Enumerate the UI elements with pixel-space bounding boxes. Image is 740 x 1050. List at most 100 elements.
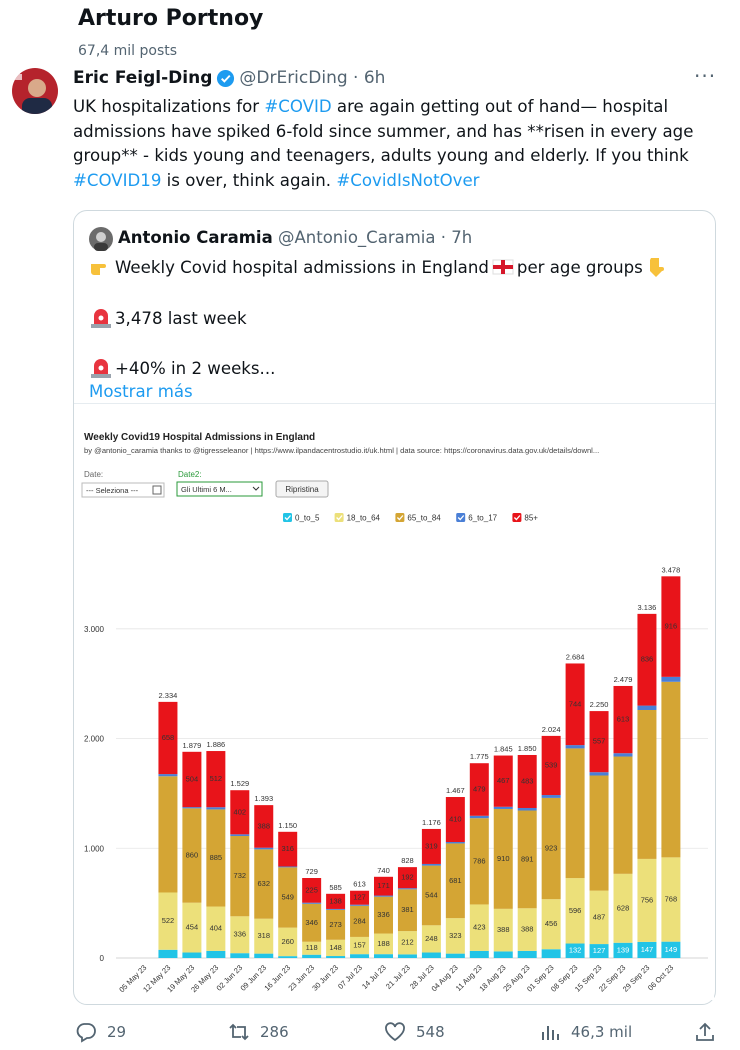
bar-segment xyxy=(206,807,226,810)
segment-label: 744 xyxy=(569,699,582,708)
legend-label: 18_to_64 xyxy=(347,514,381,523)
text: Weekly Covid hospital admissions in Engl… xyxy=(115,257,489,277)
bar-segment xyxy=(589,772,609,776)
repost-icon xyxy=(229,1023,249,1041)
tweet-header: Eric Feigl-Ding @DrEricDing · 6h xyxy=(73,68,385,88)
segment-label: 522 xyxy=(162,916,175,925)
bar-segment xyxy=(541,735,561,796)
control-label: Date: xyxy=(84,470,103,479)
segment-label: 171 xyxy=(377,881,390,890)
segment-label: 512 xyxy=(210,774,223,783)
bar-segment xyxy=(206,809,226,907)
total-label: 1.467 xyxy=(446,786,465,795)
siren-icon xyxy=(91,359,111,378)
repost-button[interactable]: 286 xyxy=(228,1021,289,1043)
bar-segment xyxy=(158,701,178,775)
segment-label: 273 xyxy=(329,920,342,929)
bar-segment xyxy=(230,834,250,836)
segment-label: 632 xyxy=(257,879,270,888)
bar-segment xyxy=(182,807,202,809)
bar-segment xyxy=(326,956,346,958)
bar-segment xyxy=(517,810,537,909)
control-label: Date2: xyxy=(178,470,202,479)
bar-segment xyxy=(469,818,489,905)
date-select[interactable] xyxy=(81,482,165,498)
bar-segment xyxy=(589,775,609,891)
hashtag[interactable]: #COVID xyxy=(264,97,332,116)
bar-segment xyxy=(230,835,250,917)
bar-segment xyxy=(661,576,681,677)
segment-label: 318 xyxy=(257,931,270,940)
segment-label: 248 xyxy=(425,934,438,943)
segment-label: 188 xyxy=(377,939,390,948)
bar-segment xyxy=(541,795,561,798)
total-label: 1.850 xyxy=(518,744,537,753)
reset-button[interactable] xyxy=(275,480,329,498)
bar-segment xyxy=(613,942,633,958)
quote-card[interactable] xyxy=(73,210,716,1005)
segment-label: 316 xyxy=(281,844,294,853)
bar-segment xyxy=(637,941,657,958)
bar-segment xyxy=(278,866,298,868)
segment-label: 860 xyxy=(186,850,199,859)
segment-label: 732 xyxy=(234,871,247,880)
segment-label: 192 xyxy=(401,873,414,882)
text: 3,478 last week xyxy=(115,308,247,328)
bar-segment xyxy=(445,797,465,843)
segment-label: 147 xyxy=(641,945,654,954)
bar-segment xyxy=(445,842,465,844)
bar-segment xyxy=(230,916,250,954)
segment-label: 454 xyxy=(186,923,199,932)
legend-check xyxy=(284,515,291,521)
bar-segment xyxy=(493,806,513,809)
segment-label: 388 xyxy=(497,925,510,934)
total-label: 613 xyxy=(353,880,366,889)
avatar[interactable] xyxy=(12,68,58,114)
segment-label: 916 xyxy=(665,622,678,631)
share-button[interactable] xyxy=(694,1021,716,1043)
pointing-down-icon xyxy=(649,258,664,277)
like-icon xyxy=(385,1022,405,1042)
text: +40% in 2 weeks... xyxy=(115,358,276,378)
bar-segment xyxy=(565,748,585,879)
segment-label: 388 xyxy=(521,925,534,934)
segment-label: 681 xyxy=(449,876,462,885)
segment-label: 284 xyxy=(353,916,366,925)
bar-segment xyxy=(517,807,537,811)
quote-header: Antonio Caramia @Antonio_Caramia · 7h xyxy=(118,228,472,247)
bar-segment xyxy=(326,908,346,910)
hashtag[interactable]: #COVID19 xyxy=(73,170,162,190)
bar-segment xyxy=(278,956,298,958)
hashtag[interactable]: #CovidIsNotOver xyxy=(336,170,480,190)
bar-segment xyxy=(397,954,417,958)
author-name[interactable]: Eric Feigl-Ding xyxy=(73,68,213,88)
reply-button[interactable]: 29 xyxy=(75,1021,126,1043)
like-button[interactable]: 548 xyxy=(384,1021,445,1043)
more-button[interactable]: ··· xyxy=(694,64,717,88)
segment-label: 544 xyxy=(425,890,438,899)
bar-segment xyxy=(278,867,298,928)
bar-segment xyxy=(397,867,417,889)
tweet-text: UK hospitalizations for #COVID are again… xyxy=(73,95,713,193)
total-label: 1.393 xyxy=(254,794,273,803)
show-more-link[interactable]: Mostrar más xyxy=(89,382,193,401)
quote-author[interactable]: Antonio Caramia xyxy=(118,228,273,247)
bar-segment xyxy=(302,903,322,942)
bar-segment xyxy=(182,751,202,808)
siren-icon xyxy=(91,309,111,328)
chart-title: Weekly Covid19 Hospital Admissions in En… xyxy=(84,432,315,443)
views-button[interactable]: 46,3 mil xyxy=(539,1021,632,1043)
bar-segment xyxy=(517,908,537,951)
bar-segment xyxy=(565,943,585,958)
quote-handle[interactable]: @Antonio_Caramia · 7h xyxy=(277,228,473,247)
bar-segment xyxy=(421,865,441,926)
bar-segment xyxy=(565,745,585,749)
bar-segment xyxy=(326,909,346,940)
segment-label: 549 xyxy=(281,892,294,901)
bar-segment xyxy=(350,905,370,937)
bar-segment xyxy=(613,685,633,754)
bar-segment xyxy=(350,936,370,955)
date2-select[interactable] xyxy=(176,481,263,497)
author-handle[interactable]: @DrEricDing · 6h xyxy=(239,68,386,88)
